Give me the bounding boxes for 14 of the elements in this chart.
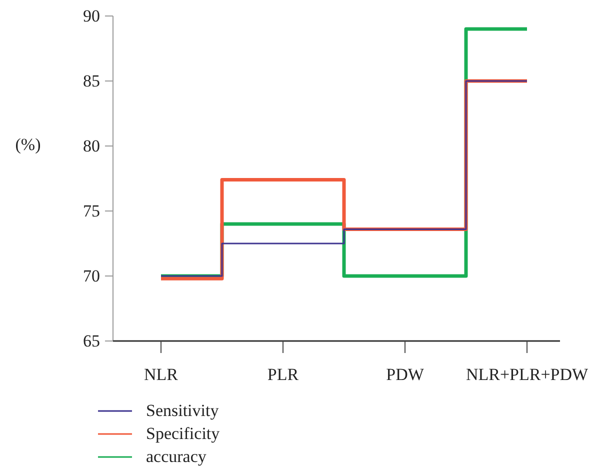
legend-label: Sensitivity <box>146 401 220 420</box>
x-tick-label: NLR <box>144 364 179 384</box>
y-tick-label: 80 <box>83 136 100 156</box>
y-tick-label: 85 <box>83 71 100 90</box>
y-tick-label: 65 <box>83 331 100 350</box>
legend-label: accuracy <box>146 447 207 466</box>
y-tick-label: 90 <box>83 6 100 26</box>
y-tick-label: 70 <box>83 266 100 286</box>
y-axis-title: (%) <box>15 135 41 154</box>
x-tick-label: NLR+PLR+PDW <box>466 364 590 384</box>
x-tick-label: PDW <box>386 364 425 384</box>
legend-label: Specificity <box>146 424 220 443</box>
x-tick-label: PLR <box>267 364 300 384</box>
y-tick-label: 75 <box>83 201 100 220</box>
